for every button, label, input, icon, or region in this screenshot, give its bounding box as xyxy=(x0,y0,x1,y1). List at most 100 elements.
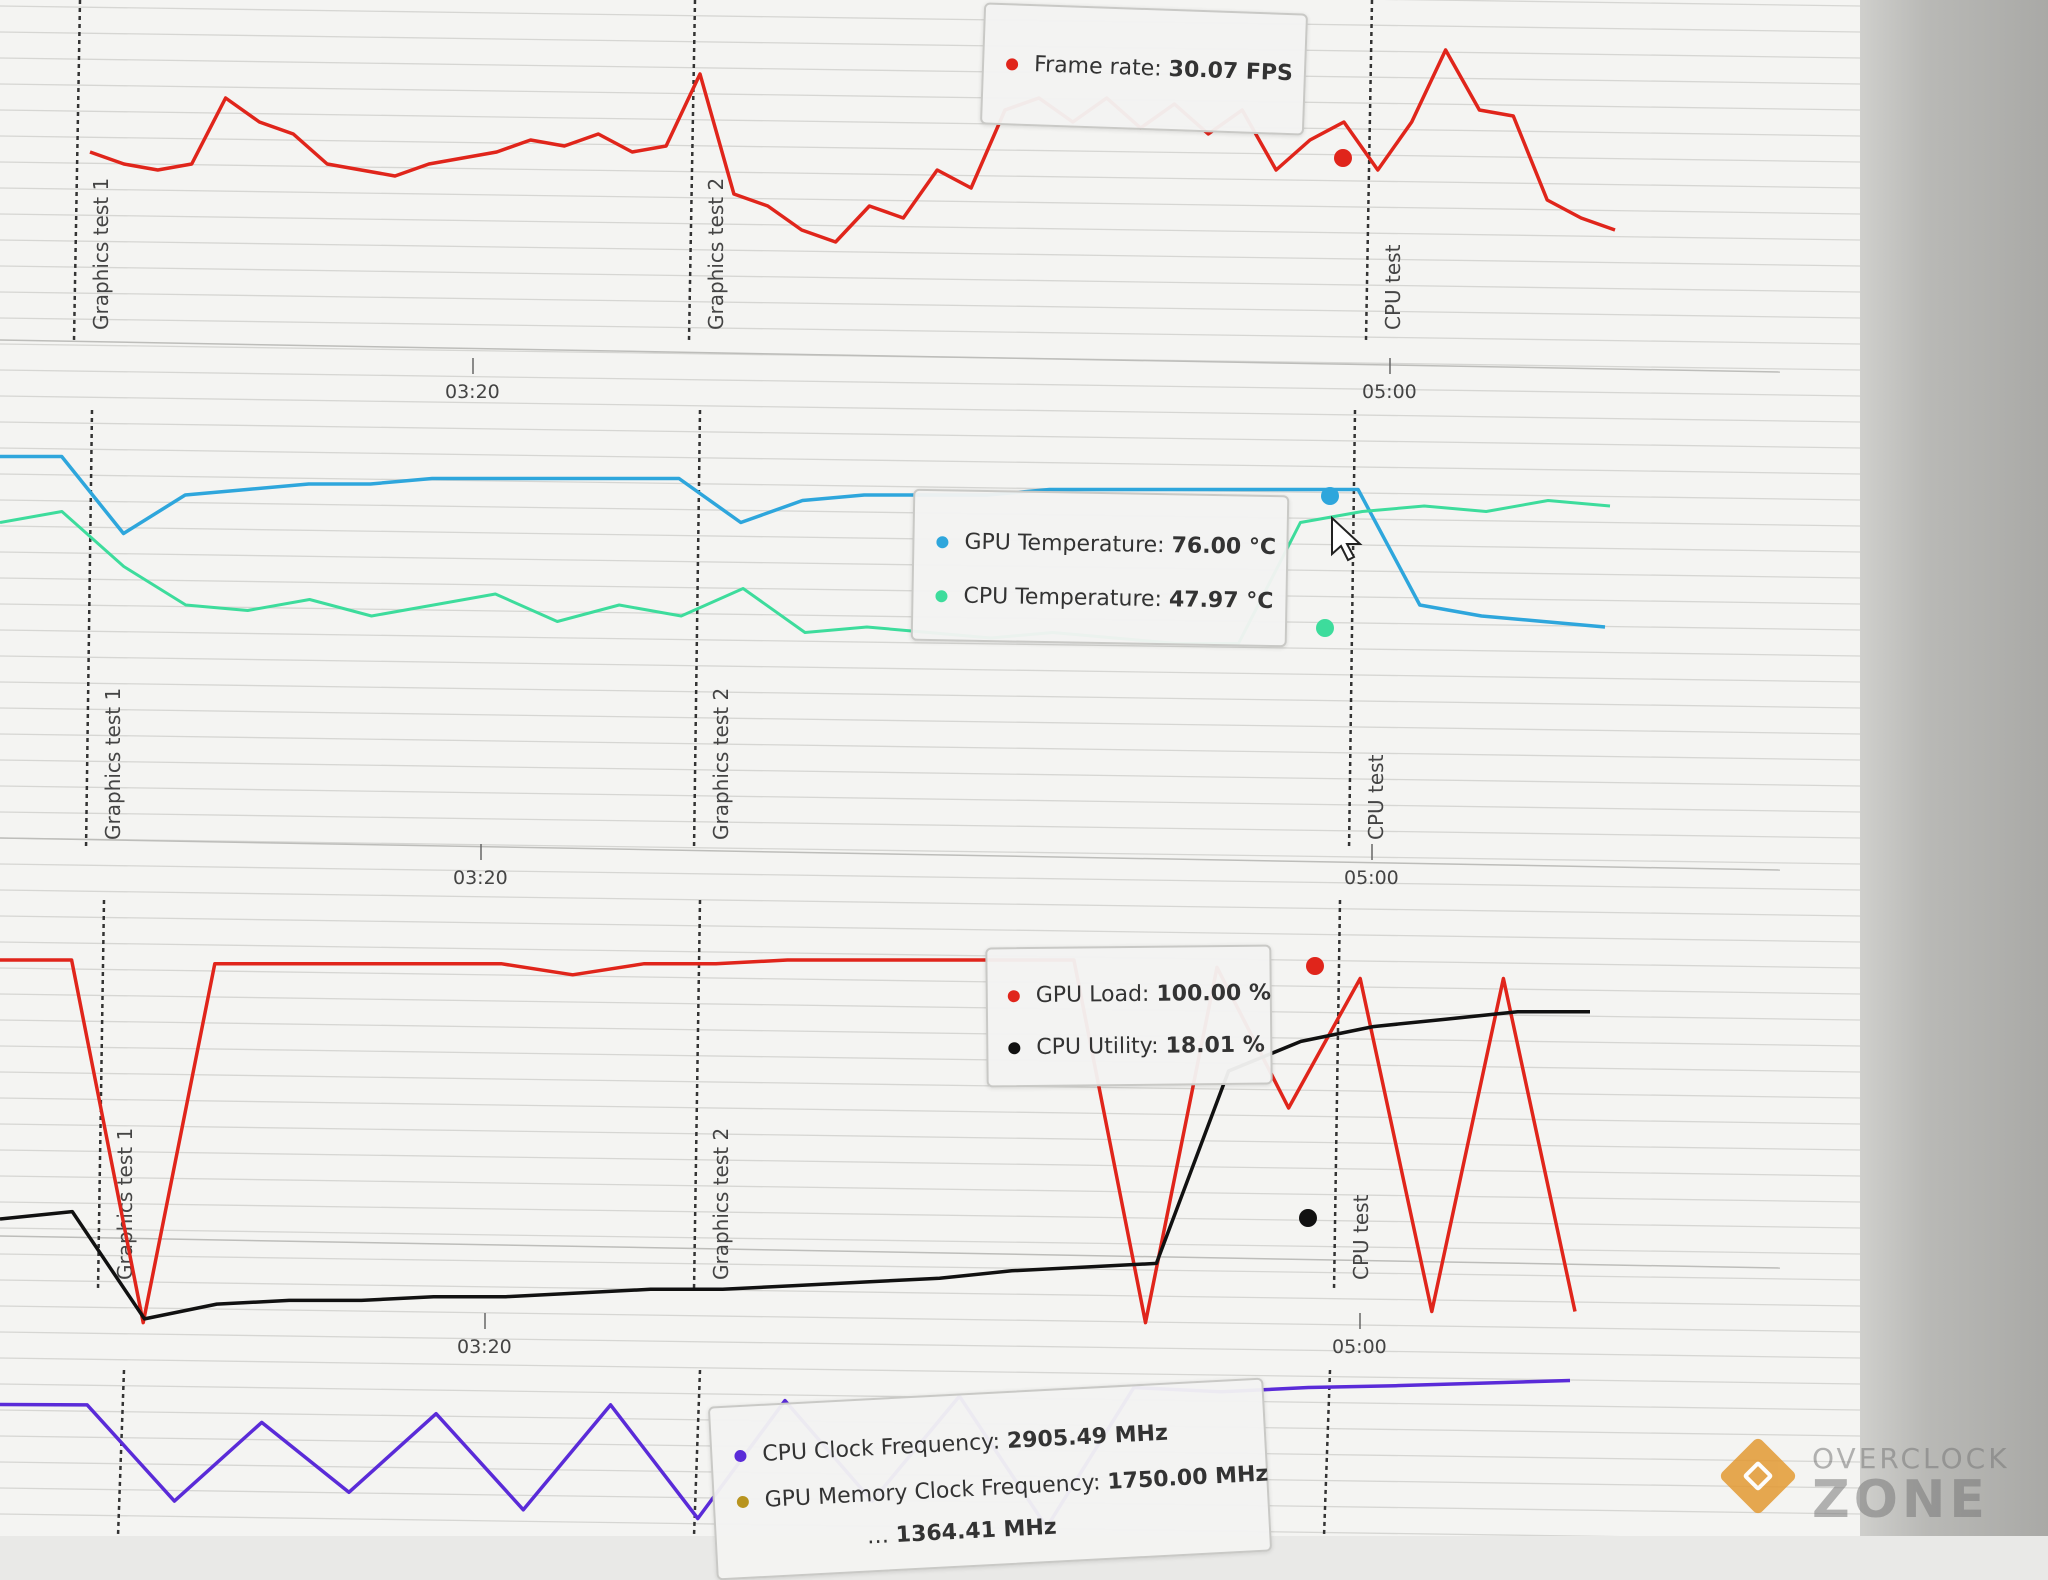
gpu-mem-clock-label: GPU Memory Clock Frequency: xyxy=(764,1470,1102,1513)
watermark-line1: OVERCLOCK xyxy=(1812,1442,2010,1475)
grid-line xyxy=(0,1227,1860,1255)
grid-line xyxy=(0,1175,1860,1203)
grid-line xyxy=(0,1279,1860,1307)
cpu-clock-label: CPU Clock Frequency: xyxy=(761,1429,1001,1467)
tooltip-temperatures: GPU Temperature: 76.00 °C CPU Temperatur… xyxy=(910,488,1290,648)
grid-line xyxy=(0,1123,1860,1151)
cpu-util-hover-point xyxy=(1299,1209,1317,1227)
grid-line xyxy=(0,1045,1860,1073)
gpu-load-hover-point xyxy=(1306,957,1324,975)
grid-line xyxy=(0,655,1860,683)
marker-graphics-test-2-label: Graphics test 2 xyxy=(709,1128,733,1280)
gpu-temp-dot xyxy=(936,536,949,549)
grid-line xyxy=(0,1331,1860,1359)
tick-label-t1: 03:20 xyxy=(457,1336,512,1358)
grid-line xyxy=(0,421,1860,449)
grid-line xyxy=(0,473,1860,501)
frame-rate-dot xyxy=(1005,58,1019,71)
grid-line xyxy=(0,837,1860,865)
frame-rate-hover-point xyxy=(1334,149,1352,167)
gpu-temp-value: 76.00 °C xyxy=(1171,533,1277,561)
gpu-mem-clock-dot xyxy=(736,1495,750,1509)
cpu-temp-value: 47.97 °C xyxy=(1168,587,1274,615)
grid-line xyxy=(0,109,1860,137)
grid-line xyxy=(0,1253,1860,1281)
cpu-clock-value: 2905.49 MHz xyxy=(1006,1420,1169,1455)
chart-canvas: Graphics test 1 Graphics test 2 CPU test 03… xyxy=(0,0,1860,1536)
grid-line xyxy=(0,863,1860,891)
grid-line xyxy=(0,915,1860,943)
marker-graphics-test-1-line xyxy=(96,899,106,1291)
grid-line xyxy=(0,707,1860,735)
grid-line xyxy=(0,1305,1860,1333)
partial-value: 1364.41 MHz xyxy=(895,1514,1058,1548)
gpu-temp-hover-point xyxy=(1321,487,1339,505)
marker-cpu-test-line xyxy=(1322,1369,1332,1536)
marker-graphics-test-1-label: Graphics test 1 xyxy=(113,1128,137,1280)
grid-line xyxy=(0,57,1860,85)
tick-label-t2: 05:00 xyxy=(1332,1336,1387,1358)
monitor-screen: Graphics test 1 Graphics test 2 CPU test 03… xyxy=(0,0,1860,1580)
marker-cpu-test-label: CPU test xyxy=(1381,244,1405,330)
tooltip-load: GPU Load: 100.00 % CPU Utility: 18.01 % xyxy=(985,944,1273,1088)
grid-line xyxy=(0,733,1860,761)
gpu-load-line xyxy=(0,958,1577,1325)
cpu-util-dot xyxy=(1008,1042,1021,1055)
grid-line xyxy=(0,265,1860,293)
grid-line xyxy=(0,629,1860,657)
grid-line xyxy=(0,681,1860,709)
tick-label-t1: 03:20 xyxy=(453,867,508,889)
grid-line xyxy=(0,161,1860,189)
grid-line xyxy=(0,785,1860,813)
cpu-temp-hover-point xyxy=(1316,619,1334,637)
mouse-cursor-icon xyxy=(1331,516,1363,562)
marker-graphics-test-1-line xyxy=(84,409,94,851)
cpu-temp-line xyxy=(0,499,1611,645)
tooltip-clocks: CPU Clock Frequency: 2905.49 MHz GPU Mem… xyxy=(707,1377,1273,1580)
overclock-zone-watermark: OVERCLOCK ZONE xyxy=(1718,1436,2040,1530)
cpu-util-label: CPU Utility: xyxy=(1036,1033,1159,1060)
grid-line xyxy=(0,993,1860,1021)
marker-graphics-test-2-label: Graphics test 2 xyxy=(709,688,733,840)
grid-line xyxy=(0,83,1860,111)
cpu-util-line xyxy=(0,1010,1590,1321)
tick-label-t2: 05:00 xyxy=(1344,867,1399,889)
marker-cpu-test-line xyxy=(1332,899,1342,1291)
grid-line xyxy=(0,1071,1860,1099)
x-axis-line xyxy=(0,837,1781,871)
gpu-mem-clock-value: 1750.00 MHz xyxy=(1106,1461,1269,1495)
watermark-line2: ZONE xyxy=(1812,1470,1989,1530)
marker-graphics-test-2-line xyxy=(692,1369,702,1536)
x-axis-line xyxy=(0,1235,1781,1269)
grid-line xyxy=(0,5,1860,33)
cpu-temp-label: CPU Temperature: xyxy=(963,583,1163,613)
cpu-temp-dot xyxy=(935,590,948,603)
gpu-load-dot xyxy=(1007,990,1020,1003)
marker-cpu-test-line xyxy=(1364,0,1374,341)
grid-line xyxy=(0,941,1860,969)
marker-graphics-test-1-label: Graphics test 1 xyxy=(101,688,125,840)
grid-line xyxy=(0,187,1860,215)
cpu-clock-line xyxy=(0,1378,1571,1530)
cpu-util-value: 18.01 % xyxy=(1165,1032,1265,1059)
grid-line xyxy=(0,369,1860,397)
marker-graphics-test-1-line xyxy=(72,0,82,341)
grid-line xyxy=(0,1201,1860,1229)
frame-rate-line xyxy=(89,48,1616,244)
marker-graphics-test-2-line xyxy=(687,0,697,341)
tick-label-t1: 03:20 xyxy=(445,381,500,403)
marker-cpu-test-label: CPU test xyxy=(1364,754,1388,840)
marker-graphics-test-2-label: Graphics test 2 xyxy=(704,178,728,330)
gpu-temp-line xyxy=(0,454,1606,629)
monitor-bezel xyxy=(1860,0,2048,1536)
grid-line xyxy=(0,1149,1860,1177)
grid-line xyxy=(0,317,1860,345)
marker-graphics-test-2-line xyxy=(692,409,702,851)
cpu-clock-dot xyxy=(734,1449,747,1463)
marker-graphics-test-2-line xyxy=(692,899,702,1291)
watermark-logo-icon xyxy=(1718,1436,1798,1516)
grid-line xyxy=(0,1019,1860,1047)
gpu-load-label: GPU Load: xyxy=(1035,981,1150,1008)
grid-line xyxy=(0,811,1860,839)
grid-line xyxy=(0,213,1860,241)
